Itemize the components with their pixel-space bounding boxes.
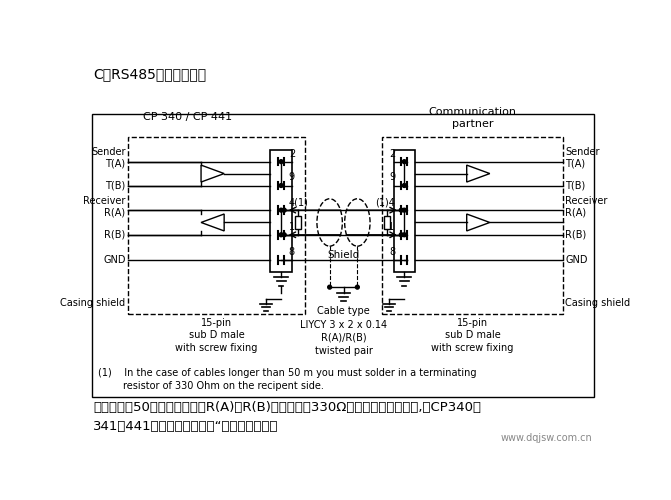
Text: Receiver
R(A): Receiver R(A) [83, 196, 125, 217]
Text: Shield: Shield [327, 250, 360, 260]
Bar [128, 137, 305, 314]
Text: Communication
partner: Communication partner [429, 107, 517, 130]
Text: Sender
T(A): Sender T(A) [565, 147, 600, 169]
Bar [394, 150, 415, 272]
Text: 4(1): 4(1) [289, 197, 309, 207]
Text: (1)4: (1)4 [375, 197, 395, 207]
Circle shape [403, 160, 406, 164]
Bar [92, 114, 594, 398]
Text: Cable type
LIYCY 3 x 2 x 0.14
R(A)/R(B)
twisted pair: Cable type LIYCY 3 x 2 x 0.14 R(A)/R(B) … [300, 306, 387, 356]
Text: 9: 9 [289, 172, 295, 182]
Bar [270, 150, 292, 272]
Text: 15-pin
sub D male
with screw fixing: 15-pin sub D male with screw fixing [175, 318, 258, 353]
Circle shape [399, 233, 403, 236]
Text: T(B): T(B) [565, 180, 586, 190]
Text: CP 340 / CP 441: CP 340 / CP 441 [144, 112, 232, 122]
Circle shape [279, 208, 283, 212]
Text: GND: GND [103, 255, 125, 265]
Circle shape [279, 233, 283, 236]
Text: R(B): R(B) [565, 230, 586, 240]
Text: 11: 11 [289, 222, 301, 232]
Text: 电缆长度赗50米时在接收端（R(A)和R(B)之间）加入330Ω电阶。如果接线错误,在CP340、: 电缆长度赗50米时在接收端（R(A)和R(B)之间）加入330Ω电阶。如果接线错… [93, 401, 481, 414]
Circle shape [327, 285, 331, 289]
Text: 15-pin
sub D male
with screw fixing: 15-pin sub D male with screw fixing [431, 318, 514, 353]
Circle shape [356, 285, 359, 289]
Text: GND: GND [565, 255, 588, 265]
Text: T(B): T(B) [105, 180, 125, 190]
Text: 11: 11 [383, 222, 395, 232]
Circle shape [399, 208, 403, 212]
Bar [382, 137, 563, 314]
Circle shape [279, 184, 283, 188]
Text: (1)    In the case of cables longer than 50 m you must solder in a terminating
 : (1) In the case of cables longer than 50… [98, 368, 476, 391]
Circle shape [282, 208, 286, 212]
Circle shape [282, 233, 286, 236]
Circle shape [279, 160, 283, 164]
Text: 2: 2 [289, 148, 295, 158]
Text: www.dqjsw.com.cn: www.dqjsw.com.cn [501, 432, 592, 442]
Bar [384, 216, 391, 230]
Circle shape [403, 208, 406, 212]
Text: C：RS485的连接定义：: C：RS485的连接定义： [93, 68, 207, 82]
Text: 9: 9 [389, 172, 395, 182]
Text: 341、441硬件诊断中会提出“端口：接收线断: 341、441硬件诊断中会提出“端口：接收线断 [93, 420, 278, 432]
Text: R(B): R(B) [105, 230, 125, 240]
Text: 8: 8 [389, 247, 395, 257]
Text: Casing shield: Casing shield [565, 298, 630, 308]
Text: Receiver
R(A): Receiver R(A) [565, 196, 608, 217]
Text: 8: 8 [289, 247, 295, 257]
Text: Sender
T(A): Sender T(A) [91, 147, 125, 169]
Text: Casing shield: Casing shield [60, 298, 125, 308]
Circle shape [403, 184, 406, 188]
Text: 2: 2 [389, 148, 395, 158]
Circle shape [403, 233, 406, 236]
Bar [295, 216, 301, 230]
